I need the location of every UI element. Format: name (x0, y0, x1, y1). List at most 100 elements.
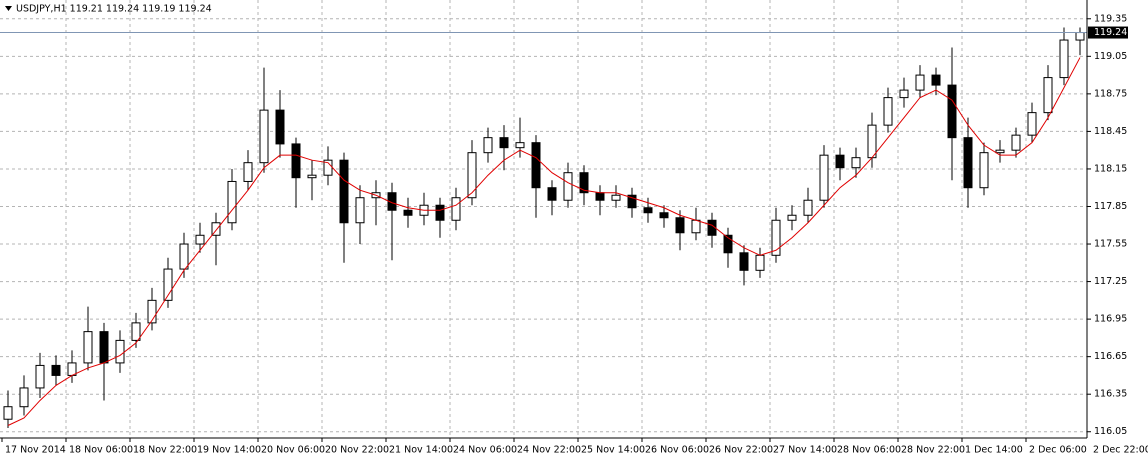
candle-body (387, 192, 397, 211)
candle-body (35, 364, 45, 389)
candle-body (435, 204, 445, 221)
candle-body (3, 406, 13, 420)
candle-body (595, 192, 605, 201)
candle-body (1011, 134, 1021, 151)
candle-body (579, 172, 589, 194)
candle-body (227, 180, 237, 224)
candle-body (515, 142, 525, 149)
x-tick-label: 2 Dec 22:00 (1093, 445, 1148, 456)
chart-title: USDJPY,H1 119.21 119.24 119.19 119.24 (16, 4, 212, 15)
x-tick-label: 2 Dec 06:00 (1029, 445, 1087, 456)
candle-body (355, 197, 365, 224)
y-tick-label: 117.25 (1094, 276, 1127, 287)
x-tick-label: 24 Nov 06:00 (453, 445, 517, 456)
x-tick-label: 17 Nov 2014 (5, 445, 66, 456)
x-tick-label: 19 Nov 14:00 (197, 445, 261, 456)
last-price-label: 119.24 (1094, 27, 1127, 38)
x-tick-label: 26 Nov 06:00 (645, 445, 709, 456)
candle-body (803, 199, 813, 216)
moving-average (7, 57, 1081, 426)
x-tick-label: 21 Nov 14:00 (389, 445, 453, 456)
candle-body (51, 364, 61, 376)
candle-body (467, 152, 477, 199)
marks (0, 27, 1087, 428)
candle-body (83, 331, 93, 364)
y-tick-label: 119.35 (1094, 13, 1127, 24)
candle-body (291, 143, 301, 179)
candle-body (883, 97, 893, 126)
candle-body (195, 234, 205, 245)
candle-body (115, 339, 125, 364)
candle-body (1043, 77, 1053, 114)
candle-body (739, 252, 749, 271)
candle-body (1027, 112, 1037, 136)
candle-body (819, 154, 829, 201)
candle-body (307, 174, 317, 179)
y-tick-label: 116.65 (1094, 351, 1127, 362)
candle-body (243, 162, 253, 182)
x-tick-label: 26 Nov 22:00 (709, 445, 773, 456)
last-price-box (1088, 26, 1128, 39)
candle-body (979, 152, 989, 189)
axes: 119.35 119.05 118.75 118.45 118.15 117.85 117.… (1, 13, 1148, 456)
candle-body (131, 322, 141, 341)
candle-body (67, 362, 77, 376)
candle-body (259, 109, 269, 164)
x-tick-label: 28 Nov 06:00 (837, 445, 901, 456)
x-tick-label: 27 Nov 14:00 (773, 445, 837, 456)
x-tick-label: 20 Nov 22:00 (325, 445, 389, 456)
candle-body (867, 124, 877, 159)
candle-body (147, 299, 157, 324)
x-tick-label: 24 Nov 22:00 (517, 445, 581, 456)
symbol-menu-icon[interactable] (5, 6, 12, 11)
candle-body (851, 157, 861, 169)
candle-body (931, 74, 941, 86)
candle-body (899, 89, 909, 99)
candle-body (547, 187, 557, 201)
candle-body (483, 137, 493, 154)
candle-body (339, 159, 349, 224)
candle-body (1059, 39, 1069, 79)
candle-body (723, 234, 733, 254)
y-tick-label: 118.45 (1094, 126, 1127, 137)
candle-body (451, 197, 461, 221)
candle-body (563, 172, 573, 201)
candle-body (163, 268, 173, 301)
y-tick-label: 117.85 (1094, 201, 1127, 212)
candle-body (179, 243, 189, 270)
candle-body (275, 109, 285, 145)
y-tick-label: 116.35 (1094, 389, 1127, 400)
x-tick-label: 20 Nov 06:00 (261, 445, 325, 456)
x-tick-label: 28 Nov 22:00 (901, 445, 965, 456)
candle-body (835, 154, 845, 169)
candle-body (1075, 32, 1085, 41)
x-tick-label: 18 Nov 22:00 (133, 445, 197, 456)
candle-body (611, 194, 621, 201)
y-tick-label: 118.15 (1094, 163, 1127, 174)
y-tick-label: 119.05 (1094, 51, 1127, 62)
candle-body (211, 222, 221, 236)
x-tick-label: 1 Dec 14:00 (965, 445, 1023, 456)
x-tick-label: 18 Nov 06:00 (69, 445, 133, 456)
candle-body (915, 74, 925, 91)
candle-body (403, 209, 413, 216)
x-tick-label: 25 Nov 14:00 (581, 445, 645, 456)
y-tick-label: 116.05 (1094, 426, 1127, 437)
candle-body (947, 84, 957, 139)
candle-body (691, 219, 701, 234)
candle-body (963, 137, 973, 189)
candle-body (643, 207, 653, 214)
candle-body (99, 331, 109, 364)
candle-body (675, 217, 685, 234)
y-tick-label: 118.75 (1094, 88, 1127, 99)
y-tick-label: 116.95 (1094, 314, 1127, 325)
y-tick-label: 117.55 (1094, 239, 1127, 250)
candle-body (659, 212, 669, 219)
candle-body (771, 219, 781, 256)
candle-body (19, 387, 29, 408)
candle-body (755, 254, 765, 271)
candle-body (531, 142, 541, 189)
candle-body (499, 137, 509, 149)
